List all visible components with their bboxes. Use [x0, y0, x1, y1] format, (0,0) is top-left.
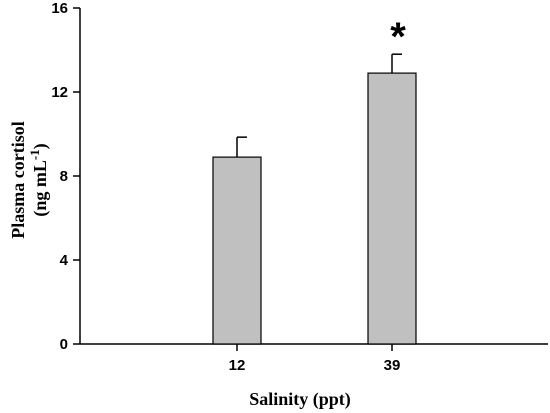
- bar-39: [367, 72, 417, 345]
- x-tick-label: 39: [384, 357, 401, 374]
- y-axis-unit-sup: -1: [27, 149, 42, 160]
- y-ticks: 0 4 8 12 16: [51, 0, 80, 353]
- axes: [79, 8, 548, 345]
- y-axis-title-line1: Plasma cortisol: [8, 121, 28, 238]
- y-axis-unit-text: (ng mL: [30, 160, 51, 217]
- y-axis-unit-close: ): [30, 143, 51, 149]
- x-axis-title: Salinity (ppt): [249, 389, 351, 410]
- x-ticks: 12 39: [229, 344, 401, 374]
- y-tick-label: 16: [51, 0, 68, 17]
- significance-asterisk: *: [390, 15, 406, 59]
- y-tick-label: 8: [60, 168, 68, 185]
- x-tick-label: 12: [229, 357, 246, 374]
- y-tick-label: 0: [60, 336, 68, 353]
- y-tick-label: 4: [60, 252, 69, 269]
- y-tick-label: 12: [51, 84, 68, 101]
- y-axis-title: Plasma cortisol (ng mL-1): [8, 121, 51, 238]
- bars: *: [212, 15, 417, 345]
- bar-12: [212, 156, 262, 345]
- y-axis-title-line2: (ng mL-1): [27, 143, 51, 216]
